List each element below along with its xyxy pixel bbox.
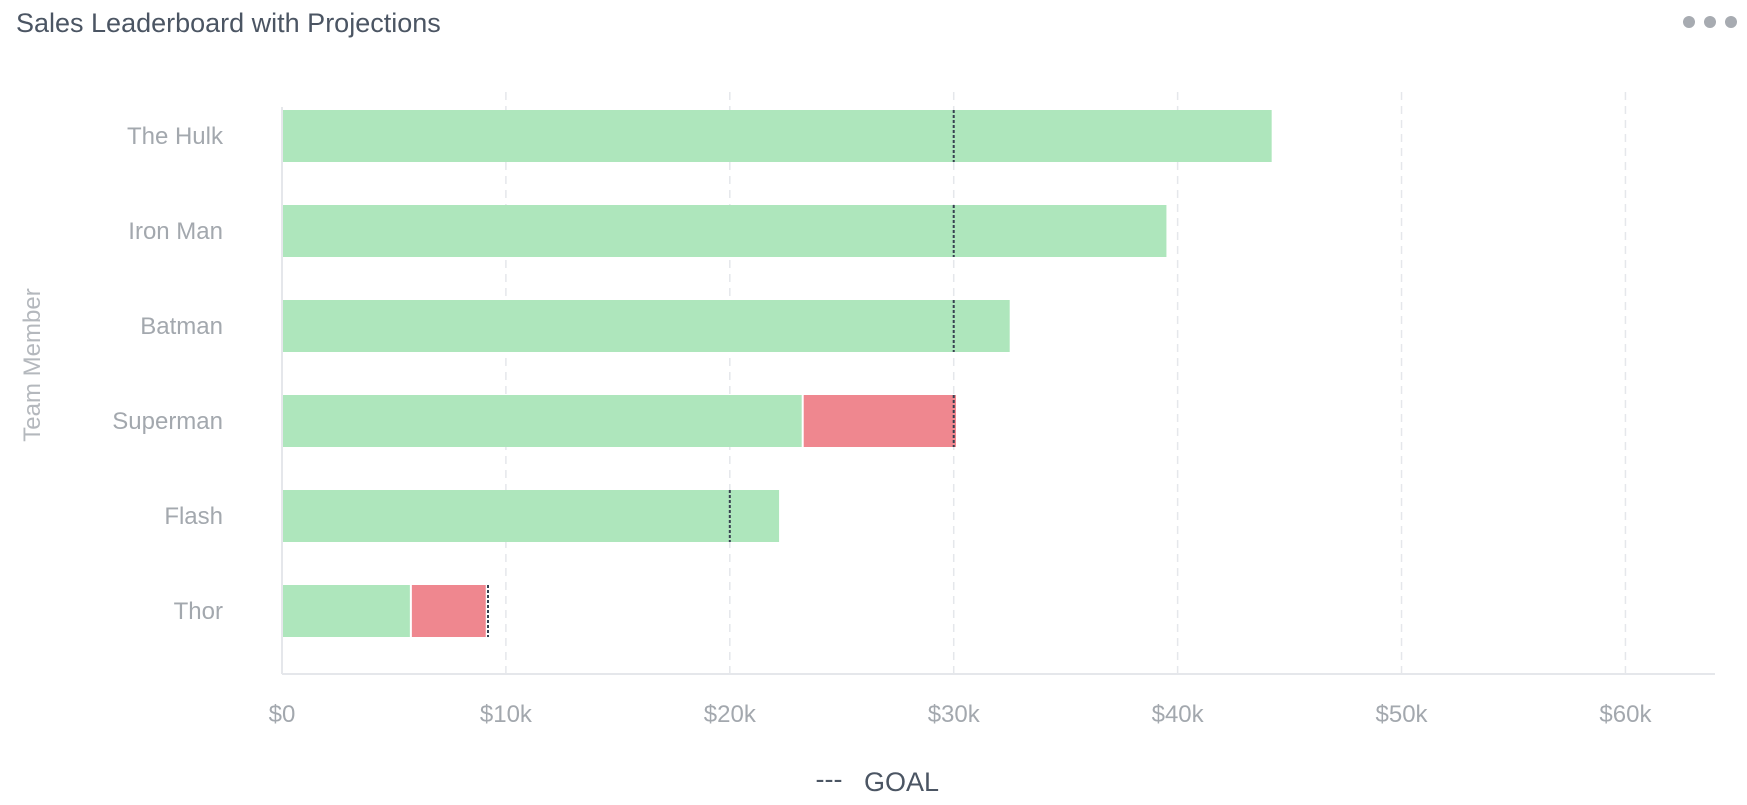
x-tick-label: $60k xyxy=(1599,701,1652,728)
x-tick-label: $30k xyxy=(928,701,981,728)
menu-dot xyxy=(1704,16,1716,28)
bar-projection xyxy=(411,585,486,637)
x-tick-label: $50k xyxy=(1376,701,1429,728)
y-axis-title: Team Member xyxy=(19,288,46,441)
more-options-icon[interactable] xyxy=(1683,16,1737,28)
category-label: Thor xyxy=(174,598,223,625)
category-label: Flash xyxy=(164,503,223,530)
menu-dot xyxy=(1683,16,1695,28)
bar-actual xyxy=(282,205,1167,257)
bar-actual xyxy=(282,395,802,447)
bar-actual xyxy=(282,585,410,637)
chart-title: Sales Leaderboard with Projections xyxy=(16,8,441,38)
bar-actual xyxy=(282,110,1272,162)
legend-goal-label: GOAL xyxy=(864,767,939,797)
bar-actual xyxy=(282,490,780,542)
bar-actual xyxy=(282,300,1010,352)
menu-dot xyxy=(1725,16,1737,28)
category-label: The Hulk xyxy=(127,123,224,150)
x-tick-label: $20k xyxy=(704,701,757,728)
category-label: Superman xyxy=(112,408,223,435)
category-label: Iron Man xyxy=(128,218,223,245)
x-tick-label: $0 xyxy=(269,701,296,728)
legend-goal-symbol: --- xyxy=(816,764,843,794)
x-tick-label: $40k xyxy=(1152,701,1205,728)
x-tick-label: $10k xyxy=(480,701,533,728)
category-label: Batman xyxy=(140,313,223,340)
bar-projection xyxy=(803,395,956,447)
